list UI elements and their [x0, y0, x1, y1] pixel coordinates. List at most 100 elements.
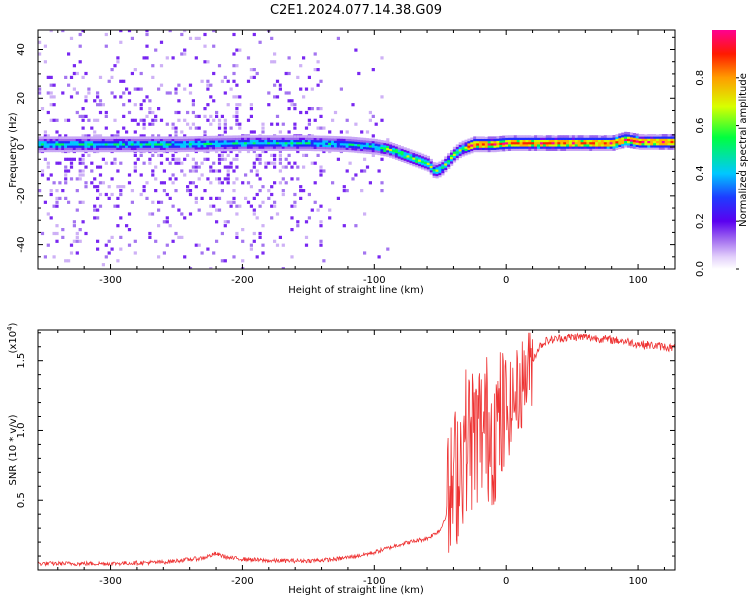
spectrogram-ridge-cell	[394, 155, 399, 158]
spectrogram-cell	[304, 91, 309, 95]
spectrogram-ridge-cell	[58, 145, 62, 148]
spectrogram-ridge-cell	[629, 136, 634, 140]
spectrogram-ridge-cell	[586, 135, 590, 138]
spectrogram-ridge-cell	[426, 162, 430, 165]
spectrogram-ridge-cell	[72, 145, 76, 148]
spectrogram-ridge-cell	[258, 137, 262, 140]
spectrogram-cell	[209, 114, 213, 118]
spectrogram-ridge-cell	[627, 140, 631, 144]
spectrogram-cell	[136, 87, 140, 91]
spectrogram-ridge-cell	[345, 138, 349, 142]
spectrogram-ridge-cell	[490, 151, 494, 155]
spectrogram-ridge-cell	[310, 137, 314, 141]
spectrogram-cell	[139, 103, 143, 107]
spectrogram-ridge-cell	[232, 146, 236, 149]
spectrogram-ridge-cell	[534, 146, 538, 149]
y-tick-label: 0.5	[16, 492, 27, 508]
spectrogram-cell	[194, 114, 198, 118]
spectrogram-ridge-cell	[69, 136, 74, 139]
spectrogram-ridge-cell	[304, 137, 309, 140]
spectrogram-ridge-cell	[438, 170, 442, 173]
spectrogram-ridge-cell	[528, 137, 532, 140]
spectrogram-ridge-cell	[220, 135, 224, 139]
spectrogram-ridge-cell	[452, 153, 457, 156]
spectrogram-ridge-cell	[403, 156, 407, 159]
spectrogram-ridge-cell	[374, 143, 378, 146]
spectrogram-cell	[186, 153, 190, 157]
spectrogram-ridge-cell	[513, 141, 517, 145]
spectrogram-ridge-cell	[313, 144, 317, 147]
y-tick-label: -20	[16, 188, 27, 204]
spectrogram-cell	[104, 255, 108, 259]
spectrogram-cell	[157, 134, 161, 138]
spectrogram-cell	[345, 169, 349, 173]
colorbar-tick-label: 0.4	[695, 165, 706, 181]
spectrogram-ridge-cell	[365, 151, 370, 154]
spectrogram-cell	[64, 68, 68, 72]
spectrogram-ridge-cell	[490, 138, 494, 142]
spectrogram-ridge-cell	[180, 138, 184, 142]
spectrogram-cell	[296, 220, 300, 224]
spectrogram-ridge-cell	[598, 141, 602, 145]
spectrogram-cell	[84, 185, 88, 189]
spectrogram-ridge-cell	[273, 146, 277, 149]
spectrogram-cell	[194, 56, 198, 60]
spectrogram-ridge-cell	[130, 149, 134, 153]
spectrogram-ridge-cell	[519, 148, 523, 151]
spectrogram-ridge-cell	[528, 135, 532, 138]
spectrogram-ridge-cell	[644, 136, 648, 139]
spectrogram-ridge-cell	[566, 141, 570, 145]
spectrogram-cell	[206, 212, 210, 216]
spectrogram-cell	[252, 231, 256, 236]
spectrogram-ridge-cell	[557, 135, 561, 138]
spectrogram-ridge-cell	[322, 137, 326, 141]
spectrogram-ridge-cell	[72, 147, 76, 150]
spectrogram-ridge-cell	[180, 140, 184, 144]
spectrogram-ridge-cell	[484, 143, 488, 146]
spectrogram-cell	[299, 196, 303, 200]
spectrogram-ridge-cell	[113, 149, 117, 153]
spectrogram-ridge-cell	[246, 146, 251, 149]
spectrogram-ridge-cell	[98, 145, 103, 148]
spectrogram-ridge-cell	[632, 137, 636, 140]
spectrogram-cell	[316, 68, 320, 72]
spectrogram-cell	[75, 91, 79, 95]
spectrogram-ridge-cell	[339, 140, 343, 144]
spectrogram-ridge-cell	[194, 138, 198, 141]
spectrogram-cell	[206, 103, 210, 107]
spectrogram-ridge-cell	[180, 145, 184, 148]
spectrogram-cell	[290, 165, 294, 169]
spectrogram-cell	[299, 64, 303, 68]
spectrogram-ridge-cell	[113, 145, 117, 148]
spectrogram-cell	[43, 157, 47, 161]
spectrogram-ridge-cell	[183, 145, 187, 148]
spectrogram-cell	[322, 169, 326, 173]
spectrogram-cell	[61, 228, 65, 232]
spectrogram-ridge-cell	[519, 141, 523, 145]
spectrogram-ridge-cell	[232, 137, 236, 141]
spectrogram-ridge-cell	[154, 143, 158, 146]
spectrogram-cell	[61, 91, 65, 95]
spectrogram-ridge-cell	[383, 151, 387, 155]
spectrogram-ridge-cell	[252, 144, 256, 147]
spectrogram-ridge-cell	[299, 146, 303, 149]
spectrogram-cell	[261, 185, 265, 189]
spectrogram-cell	[206, 60, 210, 64]
spectrogram-ridge-cell	[64, 149, 68, 153]
spectrogram-ridge-cell	[510, 135, 515, 138]
spectrogram-ridge-cell	[206, 149, 210, 152]
spectrogram-ridge-cell	[43, 147, 47, 150]
spectrogram-ridge-cell	[664, 147, 668, 150]
spectrogram-cell	[278, 130, 282, 134]
spectrogram-ridge-cell	[548, 148, 552, 151]
spectrogram-cell	[139, 192, 143, 197]
spectrogram-ridge-cell	[183, 147, 187, 150]
spectrogram-ridge-cell	[653, 142, 657, 146]
spectrogram-cell	[235, 48, 239, 52]
spectrogram-cell	[258, 40, 262, 44]
spectrogram-cell	[249, 243, 253, 247]
spectrogram-ridge-cell	[191, 149, 195, 152]
spectrogram-cell	[232, 255, 236, 259]
spectrogram-ridge-cell	[345, 142, 349, 146]
spectrogram-cell	[194, 243, 198, 247]
